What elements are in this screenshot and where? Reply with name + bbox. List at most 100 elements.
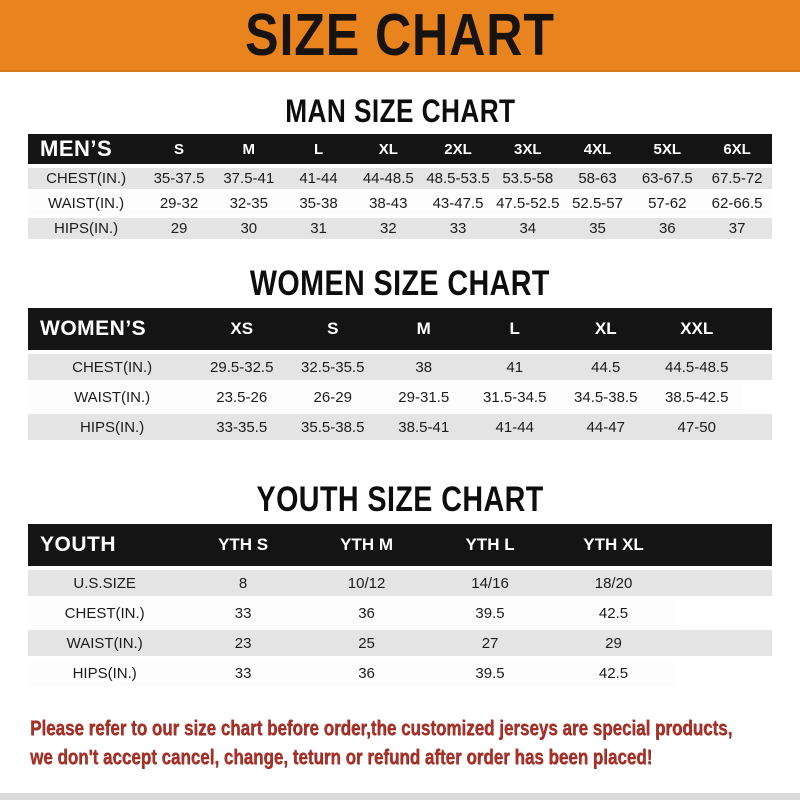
table-cell: 33 [423,218,493,239]
table-cell: 44-47 [560,414,652,440]
table-cell: 37.5-41 [213,168,284,189]
table-cell: 14/16 [428,570,552,596]
table-cell: 35 [562,218,633,239]
table-cell: 44.5-48.5 [651,354,743,380]
disclaimer-line-2: we don't accept cancel, change, teturn o… [30,745,653,769]
table-cell: 31 [283,218,354,239]
row-label: WAIST(IN.) [28,630,182,656]
column-header: L [469,308,561,350]
disclaimer: Please refer to our size chart before or… [30,714,800,772]
table-cell: 38.5-41 [378,414,470,440]
row-spacer [742,414,772,440]
table-cell: 26-29 [287,384,379,410]
table-title: YOUTH [28,524,182,566]
table-cell: 58-63 [562,168,633,189]
table-cell: 37 [702,218,772,239]
table-row: HIPS(IN.) 29 30 31 32 33 34 35 36 37 [28,218,772,239]
column-header: 2XL [423,134,493,164]
table-cell: 33 [181,660,305,686]
table-cell: 30 [213,218,284,239]
column-header: M [213,134,284,164]
table-cell: 67.5-72 [702,168,772,189]
table-row: WAIST(IN.) 23.5-26 26-29 29-31.5 31.5-34.5 34… [28,384,772,410]
table-cell: 44-48.5 [353,168,424,189]
row-spacer [742,384,772,410]
header-spacer [675,524,772,566]
column-header: 5XL [632,134,703,164]
table-cell: 35.5-38.5 [287,414,379,440]
table-cell: 32.5-35.5 [287,354,379,380]
column-header: YTH L [428,524,552,566]
table-cell: 63-67.5 [632,168,703,189]
table-cell: 23 [181,630,305,656]
row-label: CHEST(IN.) [28,354,197,380]
table-cell: 29 [144,218,214,239]
row-label: WAIST(IN.) [28,193,145,214]
header-spacer [742,308,772,350]
column-header: YTH XL [551,524,676,566]
row-spacer [675,570,772,596]
row-label: CHEST(IN.) [28,168,145,189]
table-cell: 47.5-52.5 [492,193,563,214]
table-row: HIPS(IN.) 33 36 39.5 42.5 [28,660,772,686]
table-row: HIPS(IN.) 33-35.5 35.5-38.5 38.5-41 41-44 44-… [28,414,772,440]
table-cell: 35-38 [283,193,354,214]
table-cell: 53.5-58 [492,168,563,189]
men-size-table: MEN’S S M L XL 2XL 3XL 4XL 5XL 6XL CHEST(IN.) 35-37… [28,130,772,243]
table-cell: 43-47.5 [423,193,493,214]
column-header: L [283,134,354,164]
table-cell: 23.5-26 [196,384,288,410]
youth-heading-text: YOUTH SIZE CHART [256,480,544,519]
table-cell: 8 [181,570,305,596]
table-cell: 36 [632,218,703,239]
banner-title: SIZE CHART [245,1,555,69]
column-header: 6XL [702,134,772,164]
column-header: XL [560,308,652,350]
column-header: XXL [651,308,743,350]
table-cell: 57-62 [632,193,703,214]
table-cell: 38 [378,354,470,380]
women-heading-text: WOMEN SIZE CHART [250,264,550,303]
row-label: U.S.SIZE [28,570,182,596]
table-cell: 36 [304,600,429,626]
table-title: WOMEN’S [28,308,197,350]
row-label: HIPS(IN.) [28,660,182,686]
table-title: MEN’S [28,134,145,164]
youth-size-chart-heading: YOUTH SIZE CHART [0,480,800,520]
women-size-table: WOMEN’S XS S M L XL XXL CHEST(IN.) 29.5-32.5 32.5… [28,304,772,444]
table-cell: 47-50 [651,414,743,440]
table-cell: 62-66.5 [702,193,772,214]
column-header: YTH M [304,524,429,566]
table-cell: 36 [304,660,429,686]
disclaimer-line-1: Please refer to our size chart before or… [30,716,733,740]
table-header-row: MEN’S S M L XL 2XL 3XL 4XL 5XL 6XL [28,134,772,164]
table-cell: 32-35 [213,193,284,214]
table-cell: 48.5-53.5 [423,168,493,189]
size-chart-banner: SIZE CHART [0,0,800,72]
table-cell: 18/20 [551,570,676,596]
table-row: CHEST(IN.) 35-37.5 37.5-41 41-44 44-48.5 48.5… [28,168,772,189]
table-row: WAIST(IN.) 29-32 32-35 35-38 38-43 43-47.5 47.… [28,193,772,214]
table-cell: 27 [428,630,552,656]
table-row: U.S.SIZE 8 10/12 14/16 18/20 [28,570,772,596]
table-cell: 38.5-42.5 [651,384,743,410]
column-header: M [378,308,470,350]
row-spacer [675,660,772,686]
column-header: XS [196,308,288,350]
column-header: XL [353,134,424,164]
column-header: S [144,134,214,164]
table-cell: 31.5-34.5 [469,384,561,410]
table-cell: 33-35.5 [196,414,288,440]
table-cell: 33 [181,600,305,626]
column-header: S [287,308,379,350]
table-cell: 34 [492,218,563,239]
row-spacer [675,630,772,656]
table-header-row: WOMEN’S XS S M L XL XXL [28,308,772,350]
row-label: CHEST(IN.) [28,600,182,626]
table-row: CHEST(IN.) 33 36 39.5 42.5 [28,600,772,626]
column-header: 3XL [492,134,563,164]
table-cell: 42.5 [551,660,676,686]
table-cell: 39.5 [428,660,552,686]
table-cell: 41 [469,354,561,380]
table-cell: 42.5 [551,600,676,626]
